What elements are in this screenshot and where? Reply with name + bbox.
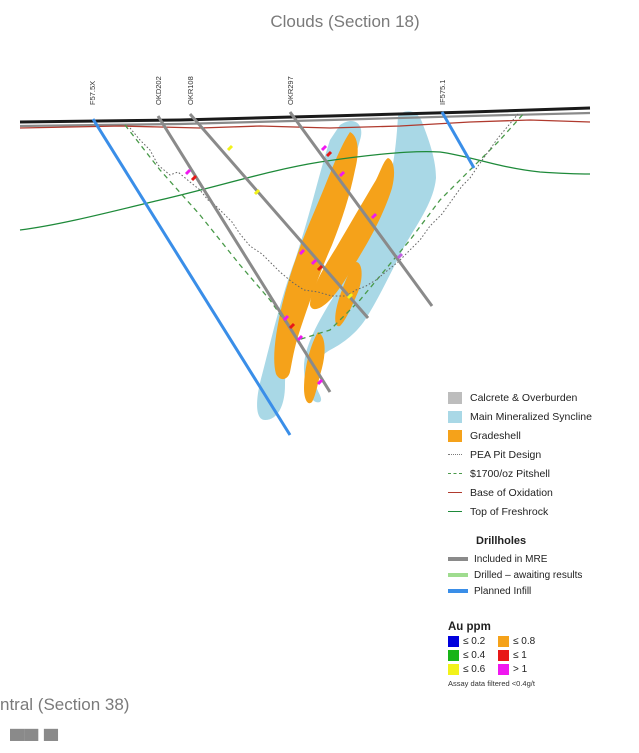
au-item: ≤ 0.6 [448, 664, 498, 675]
assay-tick [370, 212, 378, 220]
base-of-oxidation-line [19, 119, 591, 129]
au-label: > 1 [513, 664, 528, 675]
drillhole-if575-1 [440, 111, 476, 169]
assay-tick [296, 334, 304, 342]
assay-tick [288, 322, 296, 330]
au-swatch [448, 664, 459, 675]
legend-label: Calcrete & Overburden [470, 391, 578, 404]
drillhole-label-okr108: OKR108 [186, 76, 195, 105]
syncline-swatch [448, 410, 462, 423]
au-label: ≤ 0.8 [513, 636, 536, 647]
drillhole-legend-awaiting: Drilled – awaiting results [448, 567, 636, 583]
assay-ticks [184, 144, 404, 386]
au-swatch [498, 664, 509, 675]
legend-item-pea-pit: PEA Pit Design [448, 445, 636, 464]
legend-label: $1700/oz Pitshell [470, 467, 550, 480]
topography-surface [19, 106, 591, 124]
included-line-sample [448, 557, 468, 561]
au-label: ≤ 1 [513, 650, 527, 661]
au-ppm-title: Au ppm [448, 621, 491, 633]
au-item: ≤ 0.8 [498, 636, 558, 647]
gradeshell-west [274, 132, 358, 380]
oxidation-line-sample [448, 492, 462, 493]
legend-label: PEA Pit Design [470, 448, 542, 461]
assay-tick [316, 264, 324, 272]
au-item: > 1 [498, 664, 558, 675]
au-label: ≤ 0.4 [463, 650, 486, 661]
drillholes-title: Drillholes [476, 535, 527, 547]
au-swatch [498, 650, 509, 661]
legend-item-syncline: Main Mineralized Syncline [448, 407, 636, 426]
au-swatch [448, 650, 459, 661]
gradeshell-swatch [448, 429, 462, 442]
assay-filter-note: Assay data filtered <0.4g/t [448, 679, 535, 688]
legend-label: Main Mineralized Syncline [470, 410, 592, 423]
drillhole-okr297 [288, 111, 434, 307]
section-title: Clouds (Section 18) [270, 12, 420, 31]
assay-tick [338, 170, 346, 178]
drillhole-legend-included: Included in MRE [448, 551, 636, 567]
legend-label: Top of Freshrock [470, 505, 549, 518]
assay-tick [396, 252, 404, 260]
drillhole-okd202 [156, 115, 332, 393]
au-ppm-grid: ≤ 0.2 ≤ 0.8 ≤ 0.4 ≤ 1 ≤ 0.6 > 1 [448, 636, 636, 675]
assay-tick [316, 378, 324, 386]
assay-tick [320, 144, 328, 152]
au-item: ≤ 0.4 [448, 650, 498, 661]
cut-off-text: ▀▀ ▀ [10, 730, 59, 752]
legend: Calcrete & Overburden Main Mineralized S… [448, 388, 636, 688]
top-of-freshrock-line [19, 150, 591, 231]
legend-label: Drilled – awaiting results [474, 569, 583, 581]
pitshell-1700 [124, 111, 526, 341]
freshrock-line-sample [448, 511, 462, 512]
pea-pit-design [129, 113, 519, 297]
drillhole-label-f57-5x: F57.5X [88, 81, 97, 105]
legend-item-freshrock: Top of Freshrock [448, 502, 636, 521]
drillhole-legend-planned: Planned Infill [448, 583, 636, 599]
assay-tick [298, 248, 306, 256]
cross-section-diagram: F57.5X OKD202 OKR108 OKR297 IF575.1 [19, 76, 591, 436]
assay-tick [346, 292, 354, 300]
au-label: ≤ 0.6 [463, 664, 486, 675]
calcrete-swatch [448, 391, 462, 404]
assay-tick [226, 144, 234, 152]
legend-label: Included in MRE [474, 553, 548, 565]
awaiting-line-sample [448, 573, 468, 577]
calcrete-overburden [19, 111, 591, 128]
legend-item-pitshell: $1700/oz Pitshell [448, 464, 636, 483]
drillhole-label-okr297: OKR297 [286, 76, 295, 105]
pea-pit-line-sample [448, 454, 462, 455]
legend-label: Gradeshell [470, 429, 521, 442]
au-label: ≤ 0.2 [463, 636, 486, 647]
drillhole-label-okd202: OKD202 [154, 76, 163, 105]
au-swatch [498, 636, 509, 647]
planned-line-sample [448, 589, 468, 593]
gradeshell-east [310, 158, 395, 310]
drillhole-f57-5x [91, 118, 292, 436]
legend-label: Base of Oxidation [470, 486, 553, 499]
au-swatch [448, 636, 459, 647]
assay-tick [325, 150, 333, 158]
legend-label: Planned Infill [474, 585, 532, 597]
pitshell-line-sample [448, 473, 462, 474]
main-mineralized-syncline-east [303, 111, 436, 403]
lower-section-title: ntral (Section 38) [0, 695, 130, 714]
assay-tick [310, 258, 318, 266]
assay-tick [253, 188, 261, 196]
assay-tick [184, 168, 192, 176]
drillhole-label-if575-1: IF575.1 [438, 80, 447, 105]
assay-tick [282, 314, 290, 322]
drillhole-okr108 [188, 113, 370, 319]
au-item: ≤ 0.2 [448, 636, 498, 647]
legend-item-calcrete: Calcrete & Overburden [448, 388, 636, 407]
legend-item-oxidation: Base of Oxidation [448, 483, 636, 502]
legend-item-gradeshell: Gradeshell [448, 426, 636, 445]
assay-tick [190, 174, 198, 182]
au-item: ≤ 1 [498, 650, 558, 661]
